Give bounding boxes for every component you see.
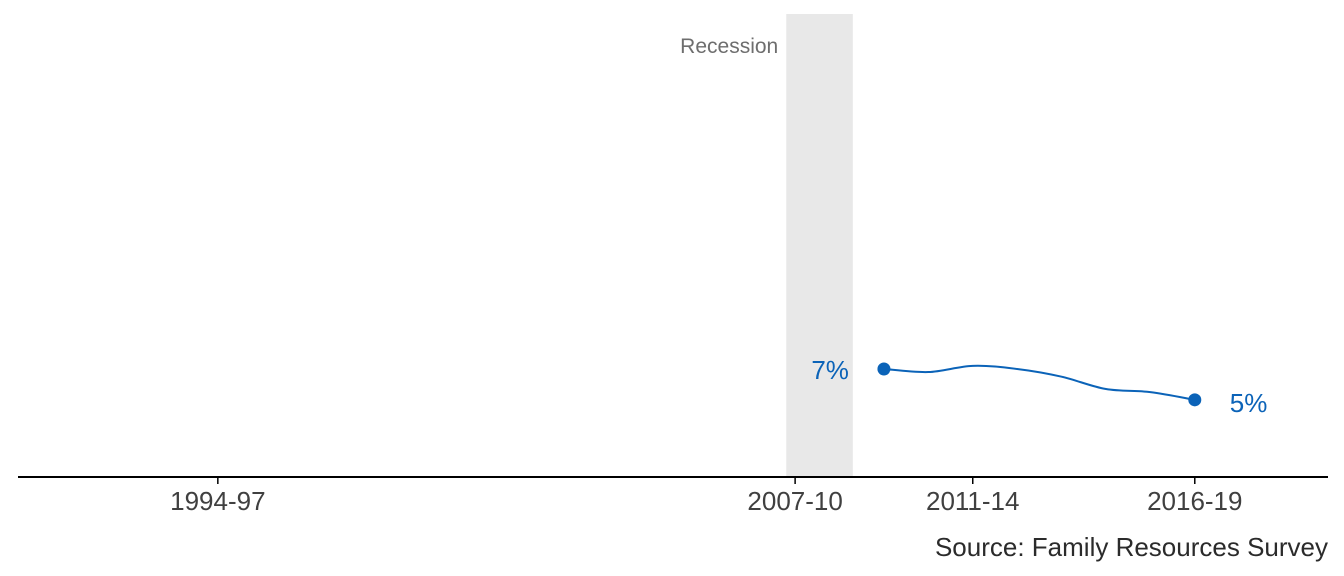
x-axis-tick-label: 1994-97 xyxy=(170,486,265,516)
recession-band xyxy=(786,14,853,477)
x-axis-tick-label: 2016-19 xyxy=(1147,486,1242,516)
source-label: Source: Family Resources Survey xyxy=(935,532,1328,562)
recession-label: Recession xyxy=(680,35,778,58)
x-axis-tick-label: 2007-10 xyxy=(747,486,842,516)
series-start-label: 7% xyxy=(811,355,849,385)
series-end-label: 5% xyxy=(1230,388,1268,418)
x-axis-ticks: 1994-97 2007-10 2011-14 2016-19 xyxy=(170,477,1242,516)
series-start-point xyxy=(877,362,891,376)
series-line xyxy=(883,364,1195,401)
x-axis-tick-label: 2011-14 xyxy=(926,486,1020,516)
series-end-point xyxy=(1188,393,1202,407)
line-series-group: 7% 5% xyxy=(811,355,1267,418)
